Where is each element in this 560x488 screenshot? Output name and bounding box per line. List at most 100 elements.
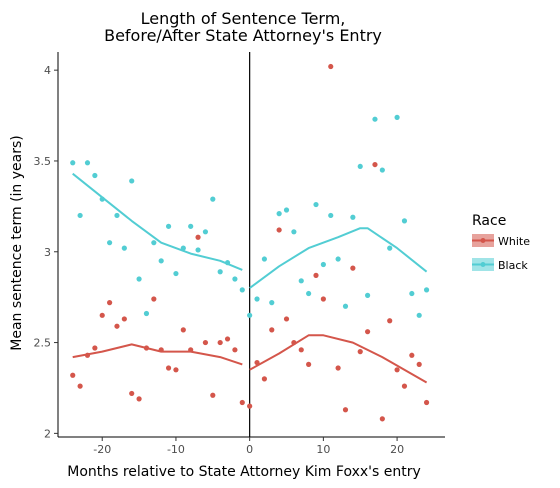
point-black	[409, 290, 415, 297]
point-white	[328, 63, 334, 70]
plot-area: -20 -10 0 10 20 2 2.5 3 3.5 4	[34, 52, 445, 456]
point-black	[143, 310, 150, 317]
x-tick-label: 0	[246, 443, 253, 456]
point-white	[136, 396, 142, 402]
point-black	[269, 300, 275, 306]
point-white	[210, 392, 216, 398]
point-white	[350, 265, 356, 271]
point-black	[107, 240, 113, 246]
point-white	[306, 361, 312, 367]
x-tick-label: -20	[93, 443, 111, 456]
x-tick-label: 10	[316, 443, 330, 456]
point-white	[409, 352, 415, 358]
y-tick-label: 2	[44, 427, 51, 440]
x-tick-label: 20	[390, 443, 404, 456]
point-white	[313, 272, 319, 278]
point-white	[239, 399, 245, 406]
legend-label-black: Black	[498, 259, 528, 272]
chart-title-line-1: Length of Sentence Term,	[141, 9, 346, 28]
point-white	[217, 339, 223, 346]
point-white	[269, 327, 275, 333]
point-white	[365, 329, 371, 335]
point-black	[136, 276, 142, 282]
point-black	[114, 212, 120, 219]
point-white	[77, 383, 83, 389]
legend: Race White Black	[472, 213, 530, 272]
point-white	[320, 296, 326, 302]
point-white	[121, 316, 127, 322]
point-white	[180, 327, 186, 333]
point-white	[224, 336, 231, 342]
point-black	[261, 256, 267, 262]
point-white	[387, 318, 393, 324]
point-white	[247, 403, 253, 409]
point-white	[254, 359, 260, 366]
x-tick-label: -10	[167, 443, 185, 456]
point-white	[99, 312, 105, 318]
point-black	[401, 218, 408, 224]
point-black	[313, 201, 319, 208]
point-white	[298, 347, 304, 353]
point-black	[173, 270, 179, 277]
point-black	[165, 223, 172, 229]
y-tick-label: 3.5	[34, 155, 52, 168]
point-white	[232, 347, 238, 353]
point-black	[247, 312, 253, 318]
point-black	[121, 245, 127, 251]
point-black	[276, 211, 282, 217]
y-tick-label: 4	[44, 64, 51, 77]
point-black	[394, 114, 400, 120]
point-black	[342, 303, 349, 309]
legend-key-black-point	[480, 262, 486, 267]
point-black	[328, 212, 334, 219]
point-black	[195, 247, 201, 253]
y-axis-label: Mean sentence term (in years)	[9, 135, 25, 350]
point-white	[372, 161, 378, 168]
point-black	[416, 312, 422, 318]
point-black	[365, 292, 371, 298]
point-white	[107, 300, 113, 306]
chart-title-line-2: Before/After State Attorney's Entry	[104, 26, 382, 45]
point-white	[342, 407, 349, 413]
trend-line-white-after	[249, 334, 428, 384]
point-black	[350, 214, 356, 220]
point-white	[70, 372, 76, 378]
legend-label-white: White	[498, 235, 530, 248]
x-axis-label: Months relative to State Attorney Kim Fo…	[67, 464, 421, 480]
point-white	[173, 367, 179, 373]
point-black	[423, 287, 430, 293]
legend-title: Race	[472, 213, 506, 229]
point-black	[320, 261, 326, 268]
point-white	[357, 349, 363, 355]
trend-line-black-before	[72, 172, 243, 271]
y-tick-label: 3	[44, 246, 51, 259]
point-black	[239, 287, 245, 293]
point-black	[188, 223, 194, 229]
point-black	[70, 160, 76, 166]
point-black	[379, 167, 385, 173]
point-black	[77, 212, 83, 219]
point-white	[261, 376, 267, 382]
legend-item-white: White	[472, 234, 530, 248]
point-black	[372, 116, 378, 122]
trend-line-black-after	[249, 227, 428, 289]
point-black	[283, 207, 290, 213]
point-white	[335, 365, 341, 371]
point-white	[394, 367, 400, 373]
point-white	[151, 296, 157, 302]
point-black	[202, 229, 209, 235]
point-white	[195, 234, 201, 240]
trend-line-white-before	[72, 343, 243, 366]
point-black	[254, 296, 260, 302]
point-black	[217, 269, 223, 275]
point-white	[276, 227, 282, 233]
point-black	[306, 290, 312, 297]
point-black	[210, 196, 216, 202]
point-black	[335, 256, 341, 262]
point-white	[416, 361, 422, 367]
point-white	[379, 416, 385, 422]
point-white	[202, 339, 209, 346]
point-black	[151, 240, 157, 246]
point-white	[423, 399, 430, 406]
